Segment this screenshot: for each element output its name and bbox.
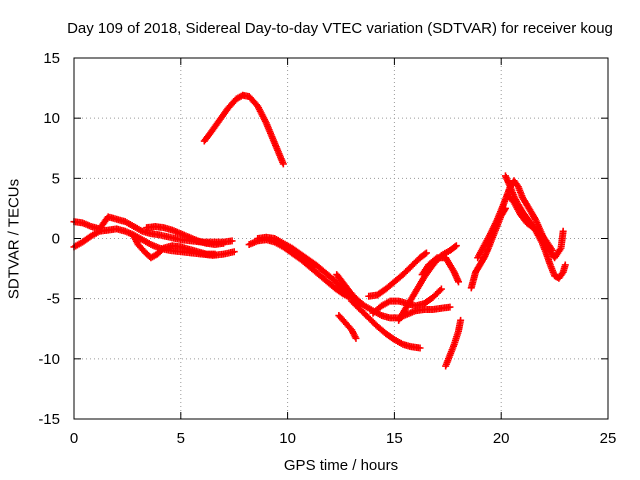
series-track-3 xyxy=(143,222,228,249)
data-point xyxy=(561,261,569,269)
series-track-5 xyxy=(245,236,356,303)
data-point xyxy=(352,334,360,342)
data-point xyxy=(279,160,287,168)
x-axis-label: GPS time / hours xyxy=(283,457,399,474)
data-point xyxy=(230,248,238,256)
x-tick-label: 20 xyxy=(493,430,510,447)
series-track-18 xyxy=(504,191,556,255)
series-track-8 xyxy=(335,312,360,342)
series-track-14 xyxy=(442,316,465,370)
data-point xyxy=(228,237,236,245)
y-tick-label: -5 xyxy=(47,291,60,308)
series-track-9 xyxy=(348,297,424,352)
data-point xyxy=(220,239,228,247)
series-track-4 xyxy=(130,232,219,262)
y-tick-label: 5 xyxy=(52,170,60,187)
data-point xyxy=(446,303,454,311)
x-tick-label: 25 xyxy=(600,430,617,447)
data-point xyxy=(548,247,556,255)
data-points xyxy=(70,91,569,370)
series-track-13 xyxy=(418,254,462,286)
data-point xyxy=(451,243,459,251)
data-point xyxy=(416,344,424,352)
data-point xyxy=(422,249,430,257)
y-tick-label: 10 xyxy=(43,110,60,127)
axis-ticks: 0 5 10 15 20 25 -15 -10 -5 0 5 10 15 xyxy=(38,50,616,447)
data-point xyxy=(559,227,567,235)
data-point xyxy=(421,250,429,258)
grid-lines xyxy=(74,58,608,419)
y-tick-label: 15 xyxy=(43,50,60,67)
x-tick-label: 5 xyxy=(177,430,185,447)
x-tick-label: 0 xyxy=(70,430,78,447)
x-tick-label: 10 xyxy=(279,430,296,447)
y-tick-label: -10 xyxy=(38,351,60,368)
series-arc-peak xyxy=(200,91,287,168)
plot-frame xyxy=(73,57,609,420)
y-tick-label: -15 xyxy=(38,411,60,428)
series-track-15 xyxy=(467,204,509,292)
data-point xyxy=(454,278,462,286)
y-tick-label: 0 xyxy=(52,231,60,248)
series-track-10 xyxy=(365,249,430,300)
chart-title: Day 109 of 2018, Sidereal Day-to-day VTE… xyxy=(67,20,613,37)
data-point xyxy=(452,242,460,250)
data-point xyxy=(436,286,444,294)
series-track-6 xyxy=(254,233,364,310)
data-point xyxy=(211,250,219,258)
x-tick-label: 15 xyxy=(386,430,403,447)
data-point xyxy=(457,316,465,324)
data-point xyxy=(437,285,445,293)
